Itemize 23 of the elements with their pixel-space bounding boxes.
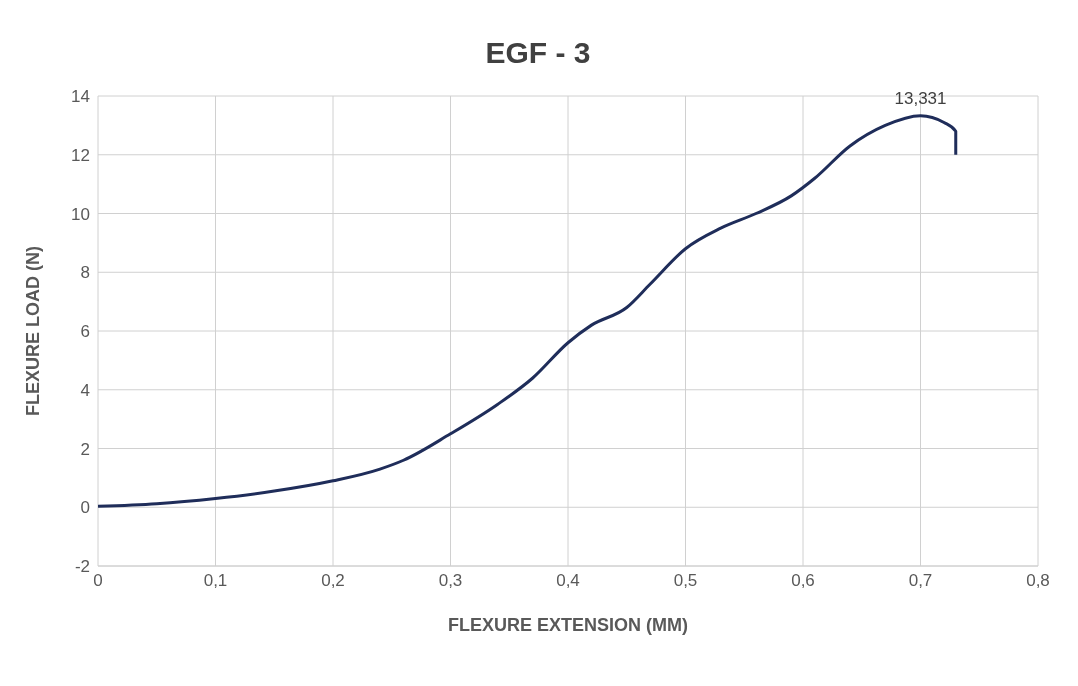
y-tick-label: 4 <box>80 380 90 400</box>
x-axis-title: FLEXURE EXTENSION (MM) <box>447 615 689 635</box>
annotation: 13,331 <box>894 88 947 108</box>
y-tick-label: 10 <box>71 204 90 224</box>
x-tick-label: 0 <box>93 571 103 591</box>
y-tick-label: 2 <box>80 439 90 459</box>
y-tick-label: -2 <box>74 557 90 577</box>
y-axis-title: FLEXURE LOAD (N) <box>23 246 44 416</box>
chart-title: EGF - 3 <box>484 35 592 71</box>
x-tick-label: 0,3 <box>438 571 463 591</box>
x-tick-label: 0,1 <box>203 571 228 591</box>
x-tick-label: 0,6 <box>791 571 815 591</box>
y-tick-label: 12 <box>71 145 90 165</box>
x-tick-label: 0,2 <box>321 571 345 591</box>
y-tick-label: 14 <box>71 87 90 107</box>
y-tick-label: 8 <box>80 263 90 283</box>
x-tick-label: 0,4 <box>556 571 580 591</box>
y-tick-label: 6 <box>80 322 90 342</box>
y-tick-label: 0 <box>80 498 90 518</box>
x-tick-label: 0,8 <box>1026 571 1050 591</box>
x-tick-label: 0,5 <box>673 571 698 591</box>
x-tick-label: 0,7 <box>908 571 933 591</box>
line-series <box>98 114 958 508</box>
